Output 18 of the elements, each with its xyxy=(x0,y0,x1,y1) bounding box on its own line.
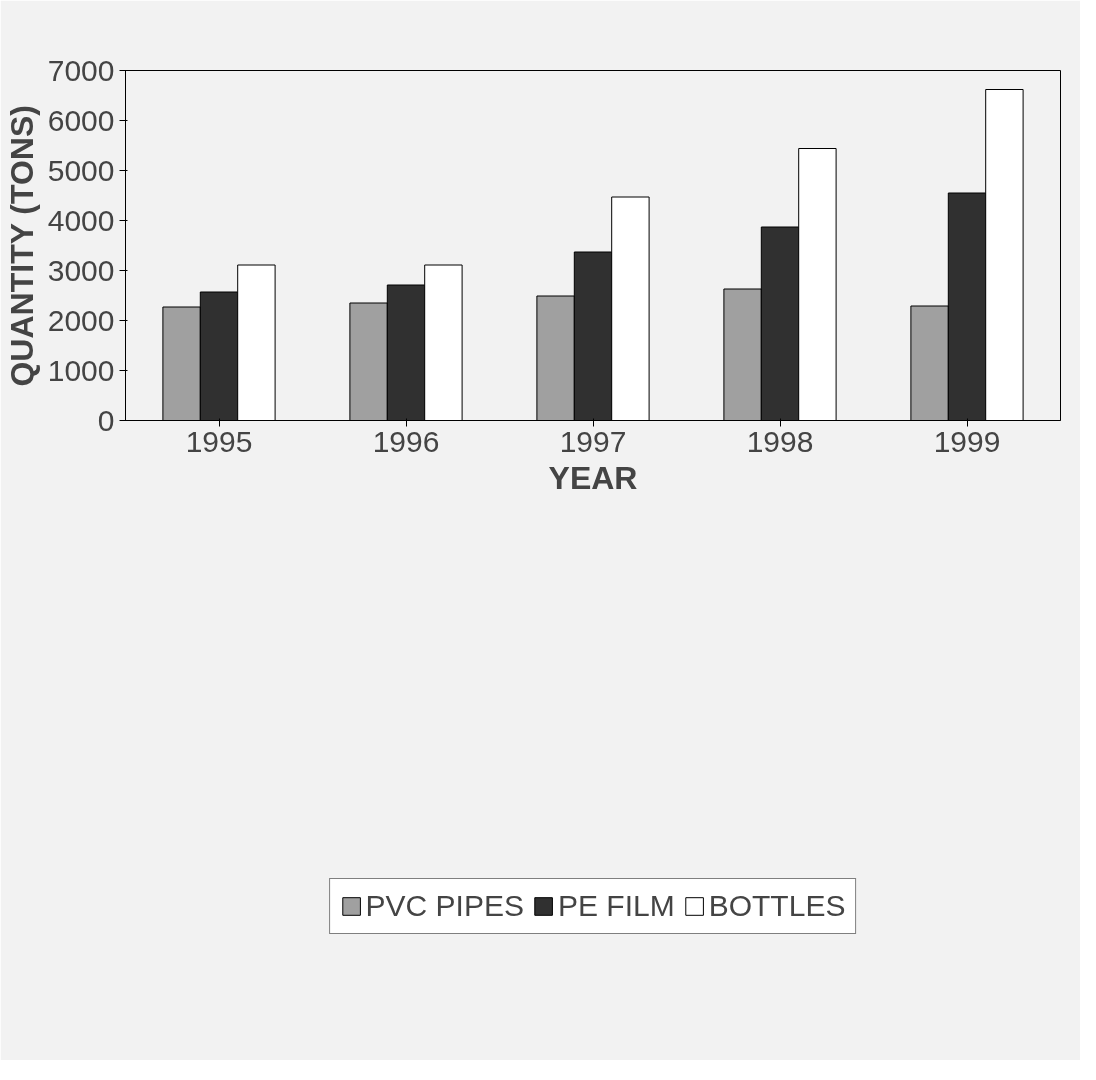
y-tick-label: 5000 xyxy=(47,153,115,187)
x-tick-label: 1998 xyxy=(746,424,814,458)
y-tick-label: 1000 xyxy=(47,353,115,387)
y-axis-title: QUANTITY (TONS) xyxy=(3,105,40,387)
legend-label: PVC PIPES xyxy=(365,888,524,923)
y-tick-label: 7000 xyxy=(47,53,115,87)
y-tick-label: 6000 xyxy=(47,103,115,137)
x-tick-label: 1996 xyxy=(372,424,440,458)
x-tick-label: 1997 xyxy=(559,424,627,458)
legend-label: BOTTLES xyxy=(708,888,846,923)
legend-label: PE FILM xyxy=(558,888,675,923)
x-tick-label: 1995 xyxy=(185,424,253,458)
x-tick-label: 1999 xyxy=(933,424,1001,458)
x-axis-title: YEAR xyxy=(548,459,638,496)
y-tick-label: 0 xyxy=(97,403,115,437)
y-tick-label: 4000 xyxy=(47,203,115,237)
y-tick-label: 2000 xyxy=(47,303,115,337)
y-tick-label: 3000 xyxy=(47,253,115,287)
